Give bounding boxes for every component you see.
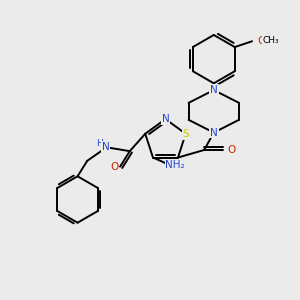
Text: NH₂: NH₂ [165, 160, 185, 170]
Text: N: N [162, 114, 169, 124]
Text: N: N [210, 85, 218, 95]
Text: O: O [227, 145, 236, 155]
Text: H: H [96, 139, 103, 148]
Text: O: O [110, 162, 118, 172]
Text: S: S [182, 129, 189, 139]
Text: CH₃: CH₃ [263, 36, 279, 45]
Text: N: N [210, 128, 218, 138]
Text: O: O [257, 36, 265, 46]
Text: N: N [102, 142, 110, 152]
